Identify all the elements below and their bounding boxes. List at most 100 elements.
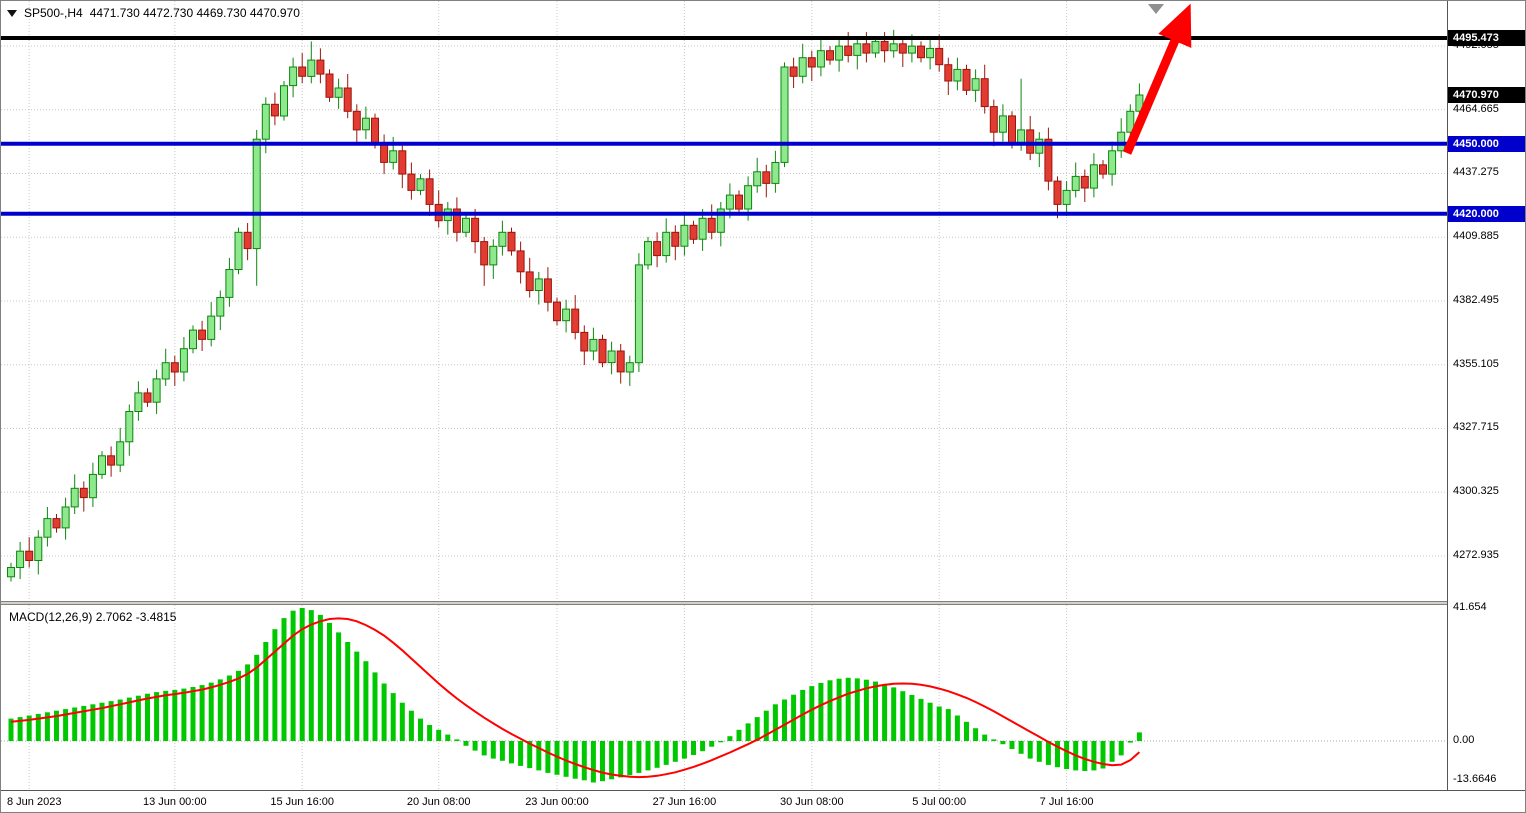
candle bbox=[79, 481, 88, 512]
macd-bar bbox=[226, 675, 232, 741]
macd-bar bbox=[954, 715, 960, 741]
macd-bar bbox=[1082, 741, 1088, 771]
candle bbox=[7, 562, 15, 582]
macd-bar bbox=[381, 683, 387, 741]
candle bbox=[698, 209, 707, 251]
time-axis-label: 30 Jun 08:00 bbox=[779, 796, 844, 808]
macd-bar bbox=[1036, 741, 1042, 762]
macd-bar bbox=[8, 718, 14, 741]
macd-bar bbox=[509, 741, 514, 764]
shift-marker-icon bbox=[1148, 4, 1164, 14]
candle bbox=[835, 36, 844, 72]
macd-bar bbox=[545, 741, 551, 773]
macd-bar bbox=[991, 739, 997, 741]
candle bbox=[525, 257, 534, 298]
macd-bar bbox=[636, 741, 642, 773]
macd-bar bbox=[26, 715, 32, 741]
candle bbox=[1044, 127, 1053, 191]
macd-bar bbox=[44, 712, 50, 741]
candle bbox=[34, 530, 43, 575]
candle bbox=[762, 164, 771, 198]
macd-bar bbox=[518, 741, 524, 766]
macd-bar bbox=[791, 694, 797, 741]
candle bbox=[198, 320, 207, 351]
time-axis-label: 15 Jun 16:00 bbox=[270, 796, 334, 808]
macd-bar bbox=[154, 692, 160, 741]
candle bbox=[361, 106, 370, 140]
macd-bar bbox=[1109, 741, 1115, 762]
macd-bar bbox=[317, 614, 323, 741]
macd-bar bbox=[772, 704, 778, 741]
price-level-badge: 4495.473 bbox=[1448, 30, 1525, 46]
price-grid-label: 4382.495 bbox=[1453, 293, 1499, 306]
candle bbox=[207, 302, 216, 347]
macd-bar bbox=[117, 699, 123, 741]
macd-bar bbox=[418, 718, 423, 741]
macd-bar bbox=[681, 741, 687, 759]
candle bbox=[407, 162, 416, 200]
macd-bar bbox=[1100, 741, 1106, 769]
time-axis[interactable]: 8 Jun 2023 13 Jun 00:00 15 Jun 16:00 20 Jun… bbox=[1, 790, 1525, 812]
trend-arrow[interactable] bbox=[1122, 3, 1192, 155]
macd-axis-label: 41.654 bbox=[1453, 600, 1487, 613]
time-axis-label: 7 Jul 16:00 bbox=[1039, 796, 1094, 808]
macd-bar bbox=[763, 710, 769, 741]
macd-bar bbox=[1127, 741, 1133, 743]
candle bbox=[1053, 176, 1062, 219]
time-axis-label: 13 Jun 00:00 bbox=[142, 796, 207, 808]
macd-bar bbox=[436, 729, 442, 741]
candle bbox=[971, 69, 980, 102]
candle bbox=[88, 462, 97, 507]
macd-bar bbox=[390, 693, 396, 741]
price-axis[interactable]: 4492.0554464.6654437.2754409.8854382.495… bbox=[1447, 1, 1525, 790]
macd-bar bbox=[563, 741, 569, 777]
macd-bar bbox=[63, 709, 69, 741]
macd-bar bbox=[199, 685, 205, 741]
macd-bar bbox=[672, 741, 678, 762]
candle bbox=[571, 295, 580, 340]
macd-bar bbox=[363, 661, 369, 741]
candle bbox=[553, 297, 561, 326]
macd-bar bbox=[126, 697, 132, 741]
current-price-badge: 4470.970 bbox=[1448, 87, 1525, 104]
candle bbox=[416, 174, 425, 196]
macd-bar bbox=[472, 741, 478, 751]
candle bbox=[1108, 141, 1117, 186]
macd-name: MACD(12,26,9) bbox=[9, 610, 93, 624]
candle bbox=[543, 267, 552, 312]
candle bbox=[607, 341, 616, 375]
macd-bar bbox=[1055, 741, 1060, 768]
candle bbox=[616, 344, 625, 384]
time-axis-label: 23 Jun 00:00 bbox=[525, 796, 589, 808]
macd-bar bbox=[536, 741, 542, 771]
macd-bar bbox=[827, 680, 833, 741]
macd-chart[interactable] bbox=[1, 605, 1447, 790]
candle bbox=[498, 220, 507, 256]
macd-bar bbox=[663, 741, 669, 765]
candle bbox=[826, 46, 834, 65]
main-chart-panel[interactable]: SP500-,H4 4471.730 4472.730 4469.730 447… bbox=[1, 1, 1447, 601]
candle bbox=[270, 92, 279, 126]
candle bbox=[434, 190, 443, 228]
macd-bar bbox=[372, 672, 378, 741]
macd-bar bbox=[845, 677, 851, 741]
macd-bar bbox=[964, 721, 969, 741]
macd-panel[interactable]: MACD(12,26,9) 2.7062 -3.4815 bbox=[1, 605, 1447, 790]
candle bbox=[644, 237, 652, 270]
macd-bar bbox=[308, 610, 314, 741]
candlestick-chart[interactable] bbox=[1, 1, 1447, 601]
candle bbox=[789, 57, 798, 88]
candle bbox=[343, 74, 352, 119]
candle bbox=[52, 514, 61, 533]
macd-bar bbox=[99, 702, 105, 741]
macd-bar bbox=[281, 618, 287, 741]
price-level-badge: 4450.000 bbox=[1448, 135, 1525, 152]
macd-bar bbox=[17, 717, 23, 741]
macd-bar bbox=[782, 699, 787, 741]
candle bbox=[334, 78, 343, 109]
candle bbox=[61, 497, 70, 540]
candle bbox=[134, 381, 143, 421]
candle bbox=[1062, 181, 1071, 216]
panel-splitter[interactable] bbox=[1, 601, 1447, 605]
macd-bar bbox=[208, 682, 214, 741]
